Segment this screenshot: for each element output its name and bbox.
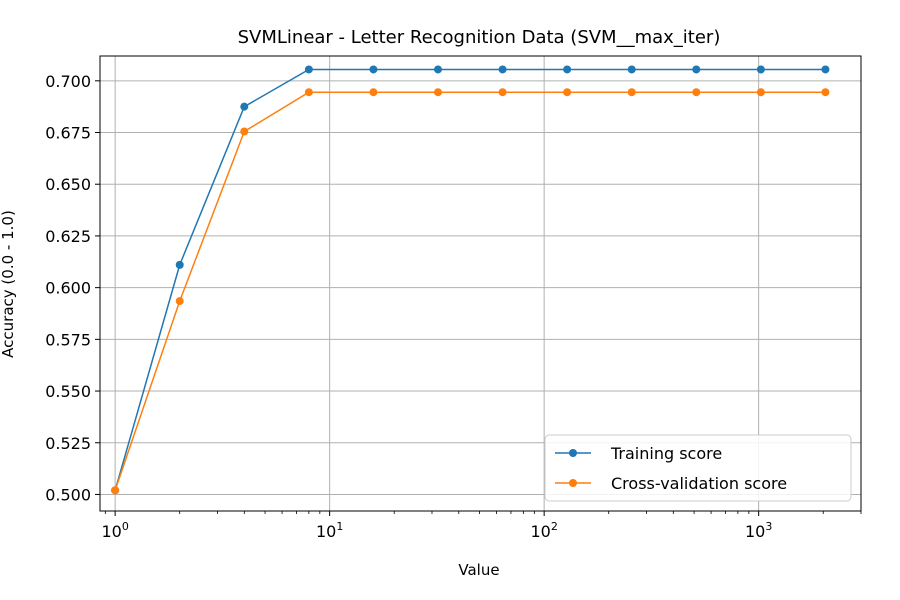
legend-swatch-marker	[569, 479, 577, 487]
y-tick-label: 0.600	[45, 279, 91, 298]
legend-box	[544, 434, 852, 502]
series-1-point	[756, 88, 765, 97]
series-0-point	[434, 65, 443, 74]
y-tick-label: 0.700	[45, 72, 91, 91]
y-tick-label: 0.550	[45, 382, 91, 401]
x-tick-label: 100	[101, 520, 128, 541]
legend: Training score Cross-validation score	[544, 434, 852, 502]
legend-label: Training score	[610, 444, 722, 463]
x-tick-label: 101	[316, 520, 343, 541]
y-tick-label: 0.500	[45, 485, 91, 504]
legend-swatch-marker	[569, 449, 577, 457]
series-1-point	[498, 88, 507, 97]
series-1-point	[434, 88, 443, 97]
x-tick-label: 103	[745, 520, 772, 541]
ticks: 0.500 0.525 0.550 0.575 0.600 0.625 0.650 0.675…	[45, 72, 862, 541]
series-0-point	[498, 65, 507, 74]
series-0-point	[175, 260, 184, 269]
series-0-point	[692, 65, 701, 74]
series-layer	[111, 65, 830, 495]
series-0-point	[304, 65, 313, 74]
series-1-point	[692, 88, 701, 97]
series-1-point	[563, 88, 572, 97]
series-0-point	[563, 65, 572, 74]
series-line-0	[114, 68, 826, 491]
y-tick-label: 0.625	[45, 227, 91, 246]
series-1-point	[369, 88, 378, 97]
series-0-point	[821, 65, 830, 74]
series-line-1	[114, 91, 826, 491]
y-tick-label: 0.675	[45, 124, 91, 143]
series-1-point	[111, 486, 120, 495]
series-0-point	[369, 65, 378, 74]
y-tick-label: 0.575	[45, 330, 91, 349]
y-tick-label: 0.650	[45, 175, 91, 194]
series-1-point	[821, 88, 830, 97]
series-1-point	[240, 127, 249, 136]
series-1-point	[304, 88, 313, 97]
series-0-point	[756, 65, 765, 74]
series-1-point	[627, 88, 636, 97]
y-tick-label: 0.525	[45, 434, 91, 453]
legend-label: Cross-validation score	[611, 474, 787, 493]
x-tick-label: 102	[530, 520, 557, 541]
x-axis-label: Value	[458, 561, 499, 579]
y-axis-label: Accuracy (0.0 - 1.0)	[0, 210, 17, 358]
chart-title: SVMLinear - Letter Recognition Data (SVM…	[238, 27, 721, 48]
series-0-point	[240, 102, 249, 111]
series-0-point	[627, 65, 636, 74]
series-1-point	[175, 297, 184, 306]
plot-frame	[99, 55, 862, 512]
